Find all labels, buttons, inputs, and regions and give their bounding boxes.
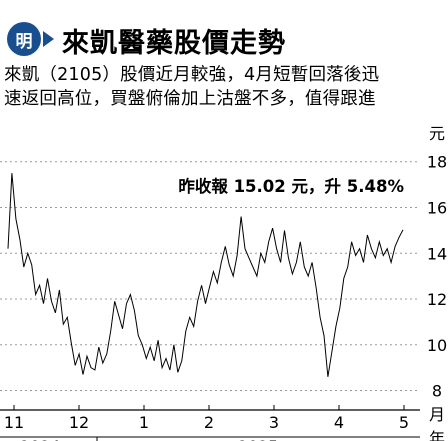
price-line-series: [7, 173, 404, 377]
year-label: 2024: [20, 437, 61, 441]
x-tick-label: 2: [204, 413, 214, 432]
x-tick-label: 4: [334, 413, 344, 432]
chart-title: 來凱醫藥股價走勢: [62, 28, 286, 59]
close-price-annotation: 昨收報 15.02 元，升 5.48%: [178, 176, 404, 196]
y-tick-labels: 8 10 12 14 16 18: [427, 153, 447, 401]
x-tick-label: 12: [69, 413, 89, 432]
y-tick-label: 16: [427, 198, 447, 217]
x-tick-label: 5: [399, 413, 409, 432]
x-axis-year-label: 年: [429, 429, 445, 441]
y-tick-label: 18: [427, 153, 447, 172]
y-tick-label: 10: [427, 336, 447, 355]
year-label: 2025: [238, 437, 279, 441]
x-tick-labels: 11 12 1 2 3 4 5: [4, 405, 409, 432]
x-tick-label: 3: [269, 413, 279, 432]
x-axis-month-label: 月: [429, 405, 445, 424]
logo-char: 明: [15, 31, 33, 52]
x-tick-label: 1: [139, 413, 149, 432]
description-line-2: 速返回高位，買盤俯倫加上沽盤不多，值得跟進: [4, 89, 376, 109]
chart-header: 明 來凱醫藥股價走勢: [0, 0, 448, 62]
logo-badge: 明: [7, 22, 41, 56]
x-tick-label: 11: [4, 413, 24, 432]
y-axis-unit: 元: [429, 124, 445, 143]
x-axis-unit-year: 年: [429, 429, 445, 441]
y-tick-label: 12: [427, 290, 447, 309]
x-axis-unit-month: 月: [429, 405, 445, 424]
gridlines: [0, 161, 420, 392]
y-tick-label: 8: [432, 382, 442, 401]
description-line-1: 來凱（2105）股價近月較強，4月短暫回落後迅: [4, 65, 380, 85]
year-labels: 2024 2025: [20, 437, 279, 441]
arrow-icon: [43, 31, 54, 47]
y-tick-label: 14: [427, 244, 447, 263]
description: 來凱（2105）股價近月較強，4月短暫回落後迅 速返回高位，買盤俯倫加上沽盤不多…: [4, 63, 446, 111]
